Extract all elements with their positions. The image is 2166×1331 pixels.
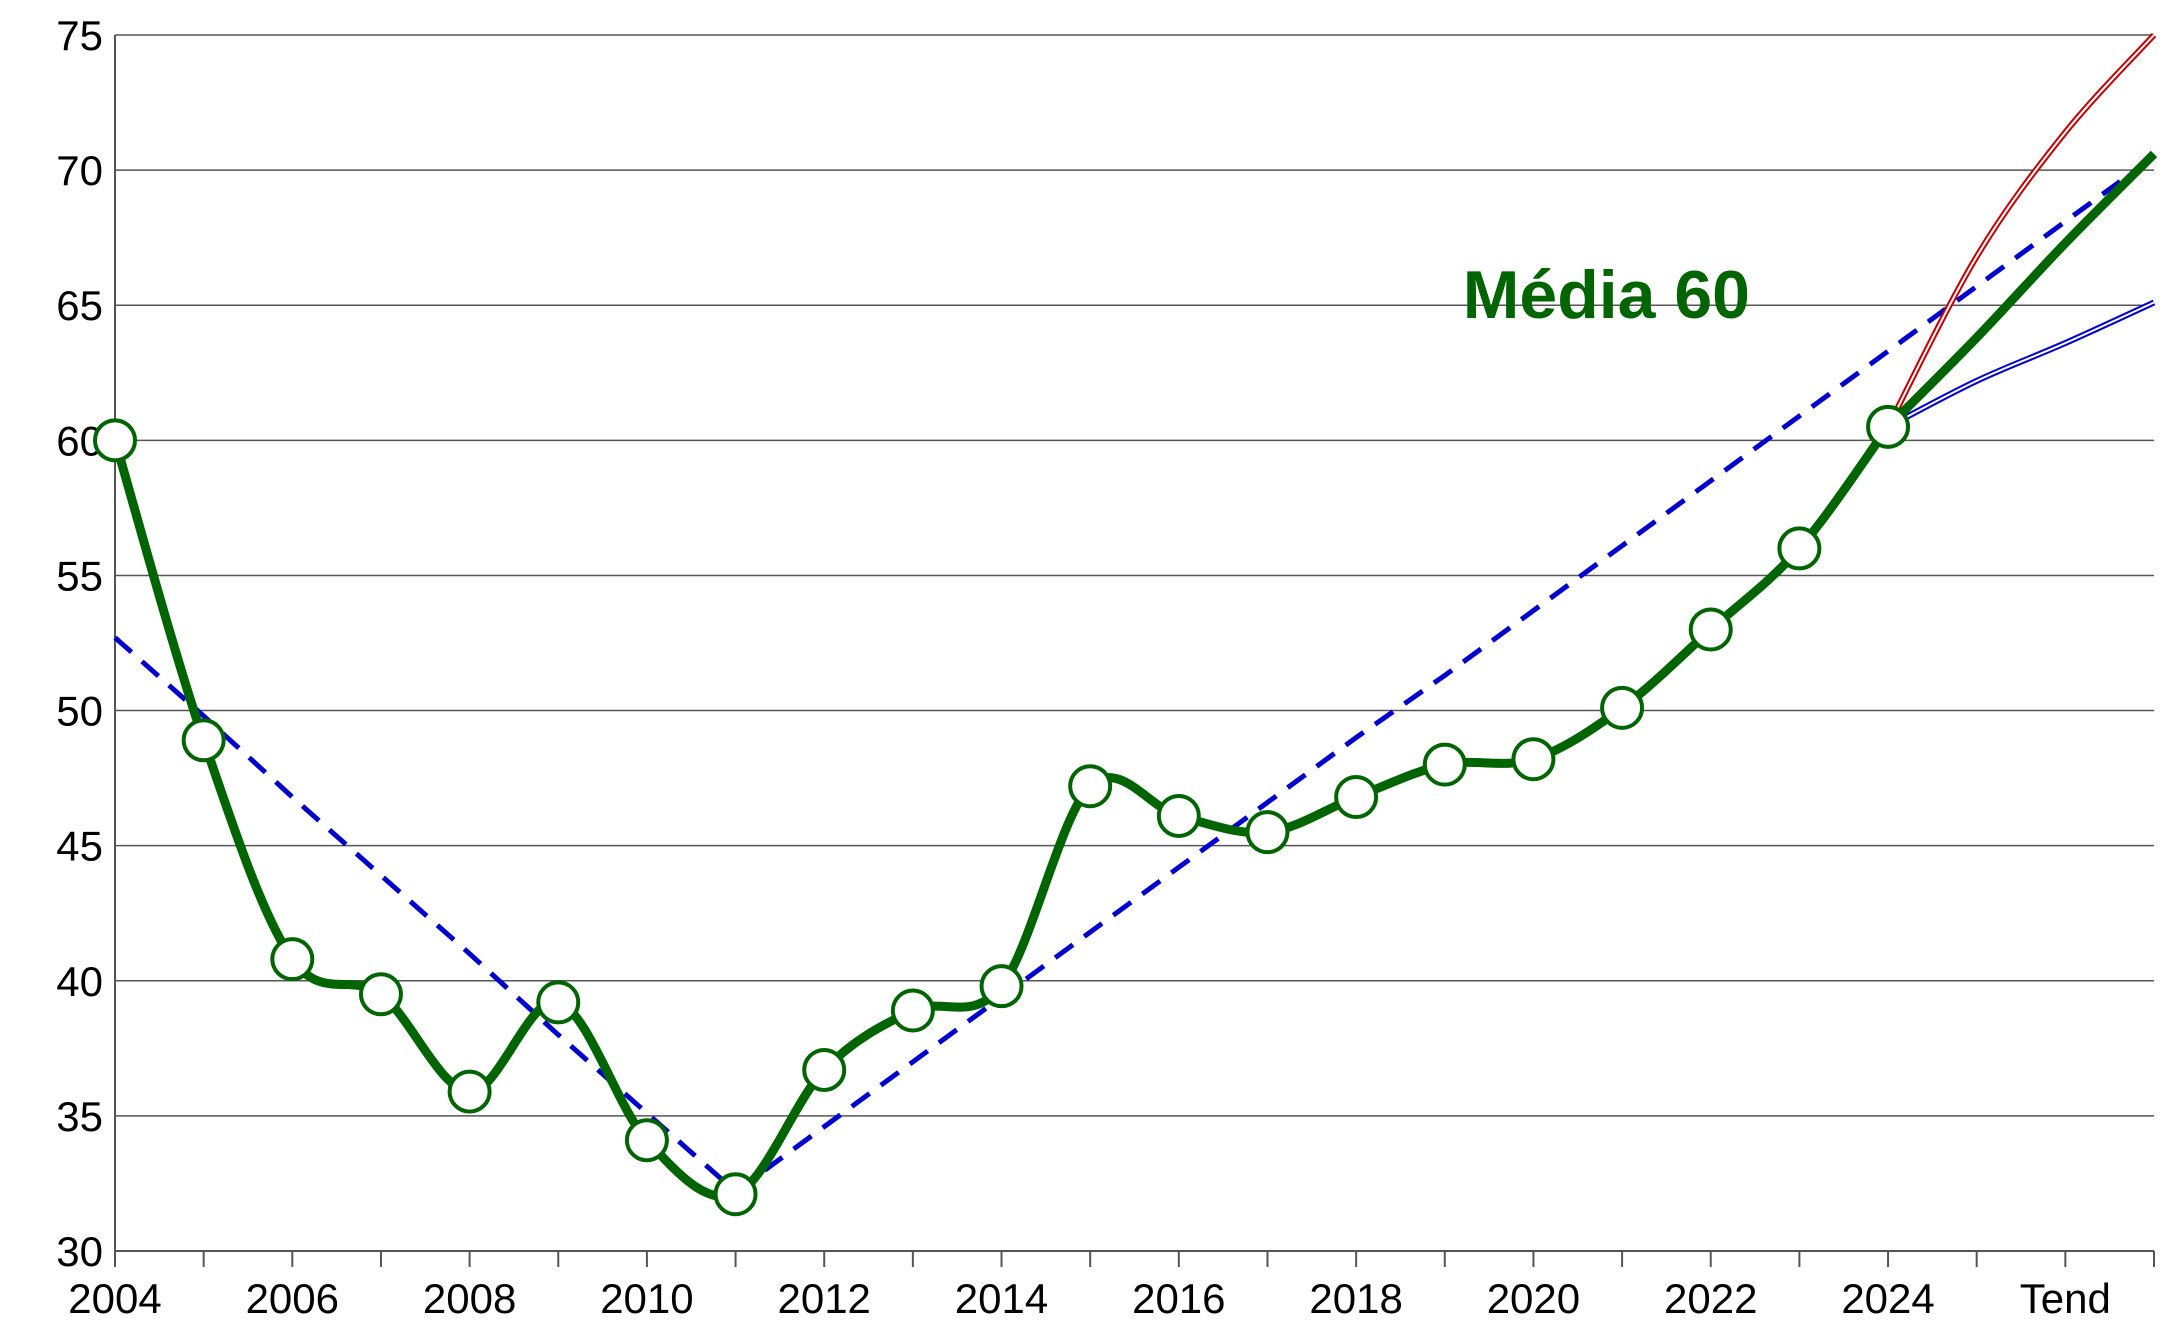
grid <box>115 34 2154 1252</box>
y-tick-label: 30 <box>56 1228 103 1275</box>
marker <box>181 718 226 763</box>
marker <box>890 988 935 1033</box>
x-tick-label: 2016 <box>1132 1275 1225 1322</box>
marker <box>1334 775 1379 820</box>
y-tick-label: 45 <box>56 823 103 870</box>
marker <box>713 1172 758 1217</box>
x-tick-label: 2010 <box>600 1275 693 1322</box>
marker <box>1156 793 1201 838</box>
x-tick-label: Tend <box>2020 1275 2111 1322</box>
x-tick-label: 2004 <box>68 1275 161 1322</box>
projection-line <box>1885 32 2157 429</box>
marker <box>1422 742 1467 787</box>
marker <box>1688 607 1733 652</box>
x-tick-label: 2018 <box>1309 1275 1402 1322</box>
y-tick-label: 40 <box>56 958 103 1005</box>
x-tick-label: 2022 <box>1664 1275 1757 1322</box>
trend-line <box>113 635 738 1194</box>
projection-line-inner <box>1887 34 2155 428</box>
x-tick-label: 2020 <box>1487 1275 1580 1322</box>
marker <box>1245 810 1290 855</box>
y-tick-label: 50 <box>56 688 103 735</box>
y-tick-label: 70 <box>56 147 103 194</box>
marker <box>270 937 315 982</box>
x-tick-label: 2012 <box>777 1275 870 1322</box>
marker <box>802 1047 847 1092</box>
marker <box>979 964 1024 1009</box>
marker <box>624 1118 669 1163</box>
x-tick-label: 2008 <box>423 1275 516 1322</box>
marker <box>93 418 137 463</box>
marker <box>358 972 403 1017</box>
y-tick-label: 75 <box>56 12 103 59</box>
y-tick-label: 55 <box>56 552 103 599</box>
projection-line-inner <box>1887 301 2155 428</box>
y-tick-label: 65 <box>56 282 103 329</box>
trend-line <box>734 154 2156 1194</box>
marker <box>447 1069 492 1114</box>
y-tick-label: 35 <box>56 1093 103 1140</box>
x-tick-label: 2014 <box>955 1275 1048 1322</box>
marker <box>1777 526 1822 571</box>
line <box>110 424 1892 1201</box>
annotation: Média 60 <box>1463 257 1750 333</box>
marker <box>1511 737 1556 782</box>
marker <box>536 980 581 1025</box>
marker <box>1600 685 1645 730</box>
x-tick-label: 2006 <box>246 1275 339 1322</box>
marker <box>1866 404 1911 449</box>
marker <box>1068 764 1113 809</box>
line <box>1884 150 2158 430</box>
x-tick-label: 2024 <box>1841 1275 1934 1322</box>
